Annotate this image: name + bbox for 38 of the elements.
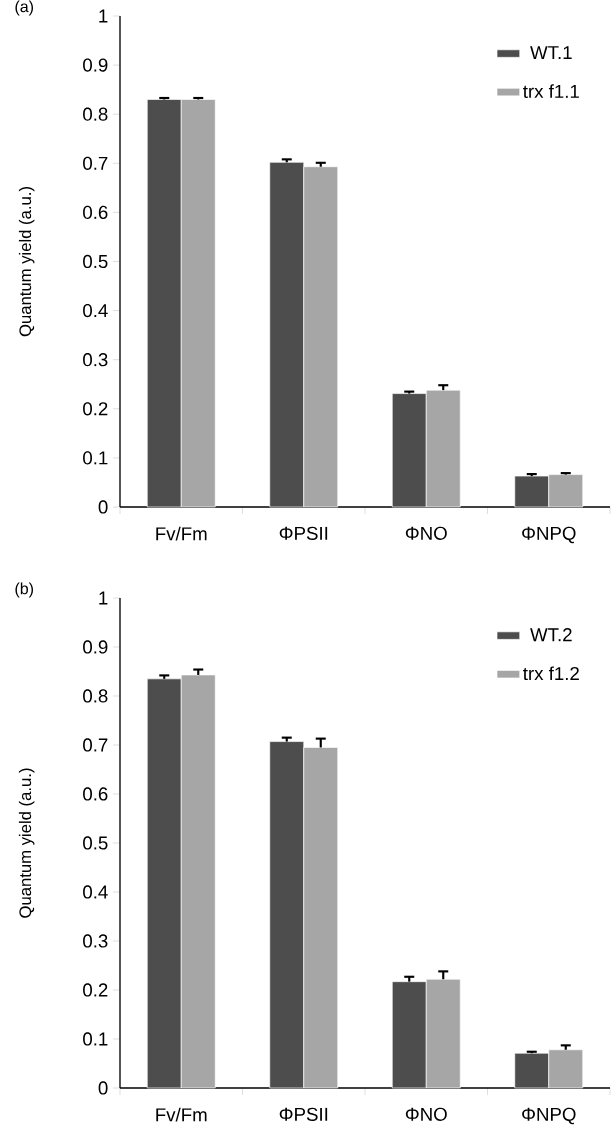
y-tick-label: 0 — [98, 500, 108, 514]
y-tick-label: 0.4 — [83, 303, 108, 318]
y-tick-label: 0.6 — [83, 787, 108, 801]
x-tick-label: ΦPSII — [279, 526, 328, 540]
y-axis-title: Quantum yield (a.u.) — [18, 187, 35, 337]
y-tick-label: 0 — [98, 1081, 108, 1095]
chart-title: (a) — [15, 0, 34, 16]
y-axis-title: Quantum yield (a.u.) — [18, 768, 35, 918]
y-tick-label: 1 — [99, 9, 108, 23]
y-tick-label: 0.7 — [83, 738, 108, 752]
legend-label: trx f1.2 — [523, 666, 579, 681]
x-tick-label: ΦNO — [405, 526, 447, 540]
y-tick-label: 0.2 — [83, 402, 108, 416]
x-tick-label: ΦPSII — [279, 1107, 328, 1121]
y-tick-label: 0.8 — [83, 689, 108, 703]
legend-label: trx f1.1 — [523, 84, 579, 98]
y-tick-label: 0.5 — [83, 836, 108, 850]
y-tick-label: 0.6 — [83, 205, 108, 219]
x-tick-label: Fv/Fm — [156, 1107, 207, 1122]
y-tick-label: 0.3 — [83, 353, 108, 367]
y-tick-label: 0.2 — [83, 983, 108, 997]
chart-title: (b) — [15, 582, 34, 598]
y-tick-label: 0.1 — [83, 451, 108, 465]
legend-label: WT.1 — [530, 46, 572, 59]
x-tick-label: Fv/Fm — [156, 526, 207, 541]
y-tick-label: 0.4 — [83, 885, 108, 899]
x-tick-label: ΦNPQ — [522, 526, 576, 544]
x-tick-label: ΦNPQ — [522, 1107, 576, 1125]
y-tick-label: 1 — [99, 591, 108, 605]
y-tick-label: 0.5 — [83, 254, 108, 269]
y-tick-label: 0.1 — [83, 1032, 108, 1046]
y-tick-label: 0.9 — [83, 58, 108, 72]
x-tick-label: ΦNO — [405, 1107, 447, 1121]
legend-label: WT.2 — [530, 628, 572, 642]
y-tick-label: 0.9 — [83, 640, 108, 654]
y-tick-label: 0.7 — [83, 156, 108, 170]
y-tick-label: 0.3 — [83, 934, 108, 948]
y-tick-label: 0.8 — [83, 107, 108, 121]
